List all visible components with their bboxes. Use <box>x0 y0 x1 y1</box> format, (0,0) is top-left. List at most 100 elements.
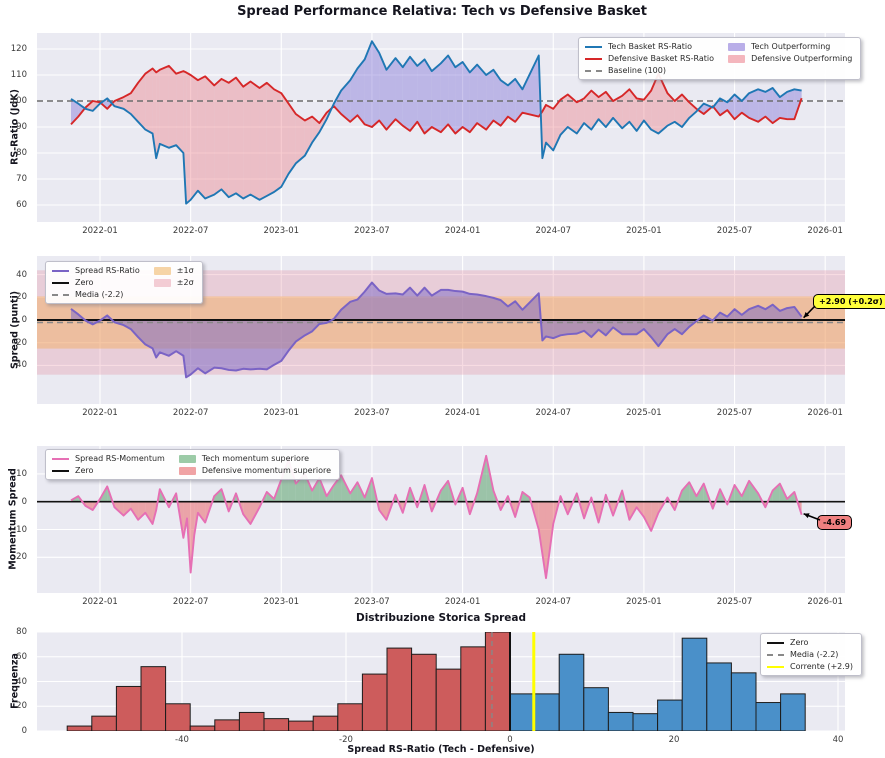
x-tick-label: 2022-01 <box>82 597 118 607</box>
legend-column: ±1σ ±2σ <box>153 266 194 299</box>
legend-column: Zero Media (-2.2) Corrente (+2.9) <box>767 638 853 671</box>
fill-slice <box>787 89 795 120</box>
histogram-bar <box>706 662 732 731</box>
fill-slice <box>274 89 282 192</box>
legend-swatch-patch <box>153 278 171 287</box>
fill-slice <box>629 89 637 131</box>
fill-slice <box>440 55 449 133</box>
fill-slice <box>424 59 432 134</box>
fill-slice <box>591 90 599 130</box>
legend-item: Tech Basket RS-Ratio <box>585 42 714 51</box>
legend-label: Tech momentum superiore <box>201 454 309 463</box>
legend-swatch-patch <box>178 466 196 475</box>
histogram-bar <box>115 685 142 731</box>
fill-slice <box>259 82 267 200</box>
histogram-bar <box>337 703 363 731</box>
fill-slice <box>235 77 244 199</box>
fill-slice <box>765 88 773 124</box>
legend-item: Corrente (+2.9) <box>767 662 853 671</box>
legend-label: Tech Basket RS-Ratio <box>608 42 693 51</box>
fill-slice <box>186 72 191 204</box>
spread-current-annotation: +2.90 (+0.2σ) <box>813 294 885 309</box>
legend-label: Corrente (+2.9) <box>790 662 854 671</box>
histogram-title: Distribuzione Storica Spread <box>355 612 527 624</box>
legend-label: Spread RS-Ratio <box>75 266 140 275</box>
fill-slice <box>772 88 780 124</box>
fill-slice <box>288 103 296 174</box>
fill-slice <box>395 58 403 126</box>
fill-slice <box>156 69 160 159</box>
legend-swatch-patch <box>728 42 746 51</box>
fill-slice <box>250 81 260 200</box>
x-tick-label: 2025-07 <box>716 408 753 418</box>
fill-slice <box>379 501 387 520</box>
legend-item: Media (-2.2) <box>52 290 140 299</box>
legend-item: Defensive momentum superiore <box>178 466 331 475</box>
y-tick-label: 0 <box>21 496 27 507</box>
legend-label: Baseline (100) <box>608 66 666 75</box>
fill-slice <box>312 116 320 143</box>
x-tick-label: 2026-01 <box>807 226 843 236</box>
legend-item: ±1σ <box>153 266 194 275</box>
defensive-line <box>70 64 803 135</box>
fill-slice <box>364 41 372 128</box>
legend-item: Zero <box>52 466 165 475</box>
fill-slice <box>440 480 449 502</box>
fill-slice <box>779 91 788 120</box>
fill-slice <box>333 475 342 502</box>
x-tick-label: -40 <box>175 735 189 745</box>
fill-slice <box>295 114 305 164</box>
panel4 <box>66 632 806 731</box>
x-tick-label: 40 <box>832 735 844 745</box>
y-tick-label: 110 <box>10 70 27 80</box>
histogram-bar <box>435 668 462 731</box>
x-tick-label: 2024-07 <box>535 226 572 236</box>
histogram-bar <box>460 646 486 731</box>
fill-slice <box>448 55 456 134</box>
panel1-legend: Tech Basket RS-Ratio Defensive Basket RS-… <box>578 37 862 80</box>
legend-label: Defensive Basket RS-Ratio <box>608 54 715 63</box>
x-tick-label: 2024-01 <box>444 408 481 418</box>
histogram-bar <box>263 718 290 731</box>
x-tick-label: 2023-07 <box>354 597 390 607</box>
legend-swatch-patch <box>178 454 196 463</box>
legend-swatch-patch <box>153 266 171 275</box>
histogram-bar <box>607 711 634 731</box>
fill-slice <box>243 81 251 199</box>
fill-slice <box>221 78 229 198</box>
x-tick-label: 2025-07 <box>716 226 753 236</box>
histogram-bar <box>214 719 240 731</box>
fill-slice <box>560 94 568 135</box>
histogram-bar <box>165 703 191 731</box>
fill-slice <box>431 63 441 133</box>
y-tick-label: 80 <box>16 148 27 158</box>
legend-label: Tech Outperforming <box>751 42 831 51</box>
fill-slice <box>402 56 411 131</box>
fill-slice <box>469 64 478 133</box>
y-tick-label: 70 <box>16 174 27 184</box>
x-tick-label: 2023-01 <box>263 226 300 236</box>
legend-label: Zero <box>790 638 809 647</box>
momentum-line <box>70 454 803 580</box>
fill-slice <box>205 501 213 523</box>
y-tick-label: 60 <box>16 200 27 210</box>
x-tick-label: 2024-01 <box>444 597 481 607</box>
legend-label: Spread RS-Momentum <box>75 454 165 463</box>
y-tick-label: 0 <box>21 726 27 736</box>
fill-slice <box>214 78 222 195</box>
histogram-bar <box>312 715 339 731</box>
x-tick-label: 2025-01 <box>626 408 662 418</box>
y-tick-label: 20 <box>16 292 27 303</box>
legend-label: Media (-2.2) <box>75 290 124 299</box>
legend-item: Baseline (100) <box>585 66 714 75</box>
histogram-bar <box>657 699 683 731</box>
legend-column: Tech Basket RS-Ratio Defensive Basket RS-… <box>585 42 714 75</box>
fill-slice <box>410 56 418 131</box>
fill-slice <box>689 102 697 118</box>
legend-swatch-line <box>52 457 69 460</box>
x-tick-label: 2025-07 <box>716 597 753 607</box>
fill-slice <box>545 104 554 151</box>
x-tick-label: -20 <box>339 735 353 745</box>
x-tick-label: 2025-01 <box>626 226 662 236</box>
